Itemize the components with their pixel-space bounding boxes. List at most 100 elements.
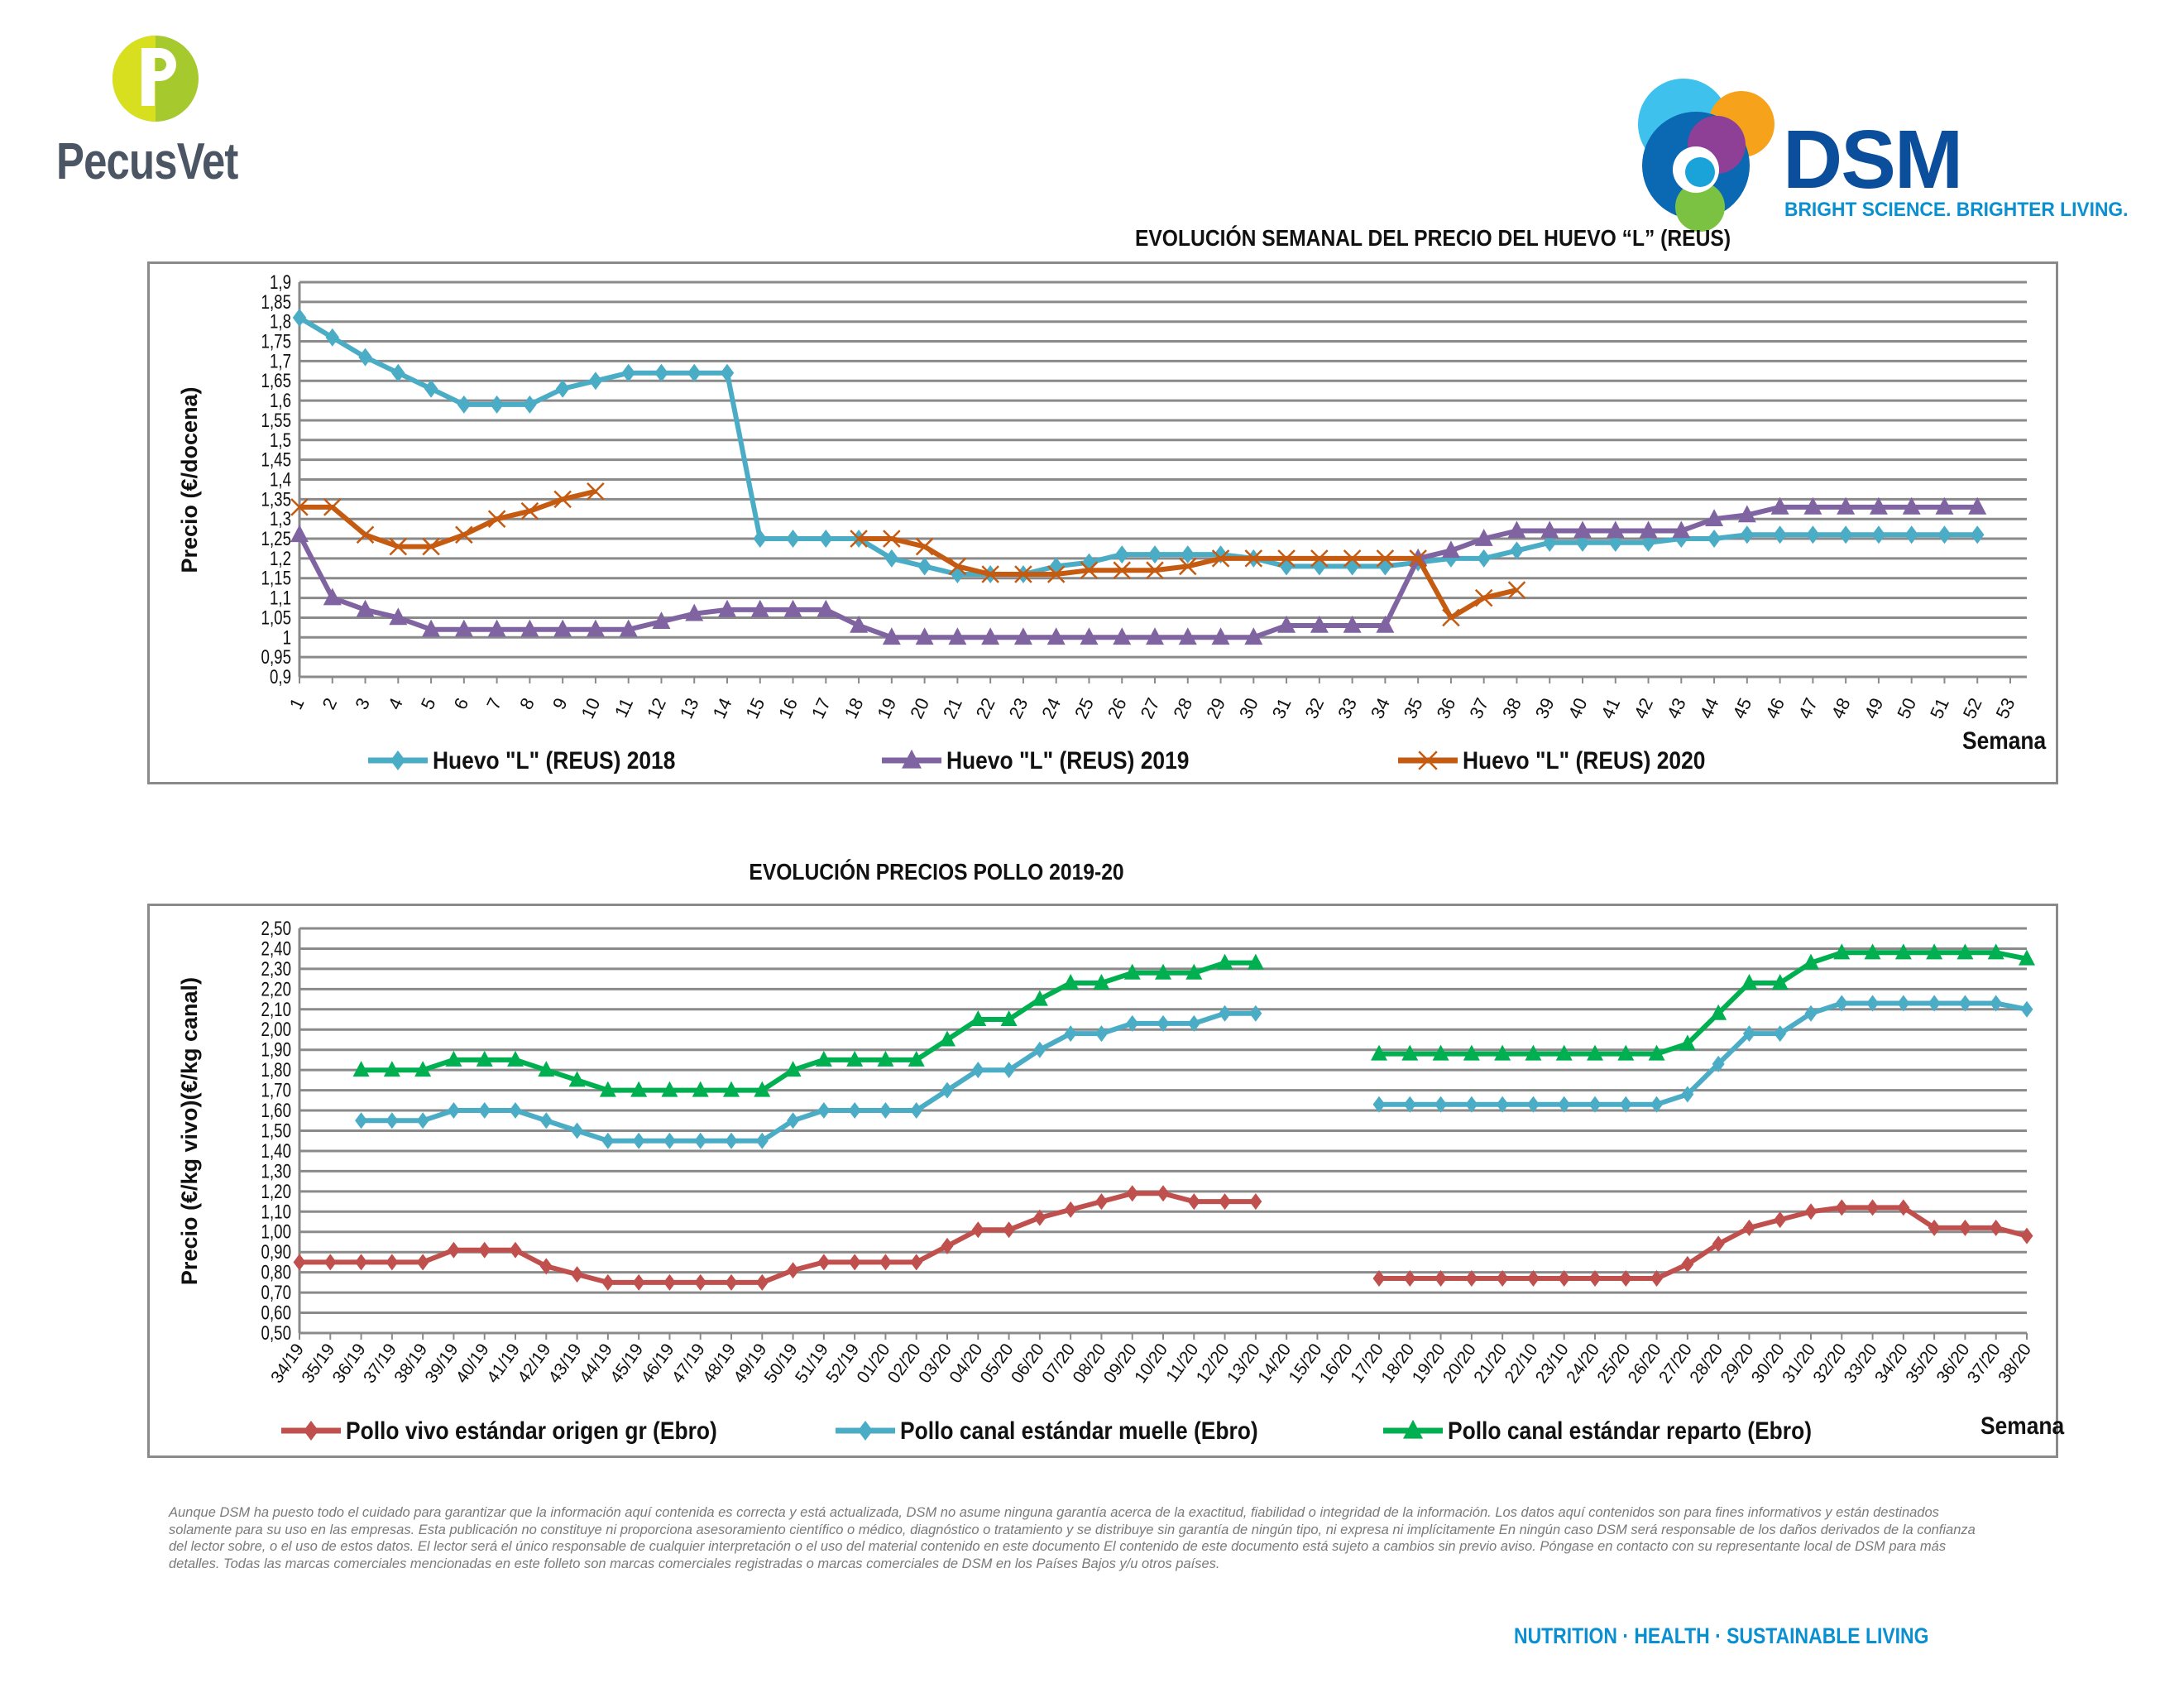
x-tick-label: 15/20	[1286, 1340, 1326, 1387]
x-tick-label: 50/19	[761, 1340, 802, 1387]
x-tick-label: 48	[1827, 695, 1855, 722]
dsm-logo: DSM BRIGHT SCIENCE. BRIGHTER LIVING.	[1617, 66, 2163, 240]
x-tick-label: 36/19	[329, 1340, 370, 1387]
data-point	[1835, 995, 1848, 1012]
data-point	[846, 1050, 864, 1067]
data-point	[718, 599, 736, 617]
data-point	[725, 1273, 738, 1291]
data-point	[1710, 1004, 1727, 1020]
data-point	[1542, 533, 1557, 552]
y-tick-label: 0,50	[261, 1322, 291, 1345]
data-point	[1013, 627, 1032, 645]
x-tick-label: 34/19	[267, 1340, 308, 1387]
data-point	[1465, 1269, 1478, 1287]
data-point	[1970, 525, 1985, 544]
y-tick-label: 2,40	[261, 938, 291, 960]
data-point	[553, 619, 572, 637]
data-point	[1376, 549, 1395, 568]
data-point	[981, 565, 999, 583]
y-tick-label: 1	[283, 626, 291, 649]
x-tick-label: 32	[1300, 695, 1328, 722]
x-tick-label: 1	[285, 695, 309, 713]
series-2	[355, 995, 2033, 1149]
x-tick-label: 34	[1367, 695, 1394, 722]
data-point	[1526, 1269, 1540, 1287]
x-tick-label: 39	[1531, 695, 1559, 722]
x-tick-label: 08/20	[1070, 1340, 1110, 1387]
data-point	[1465, 1096, 1478, 1113]
data-point	[685, 603, 704, 621]
legend-label: Huevo "L" (REUS) 2020	[1463, 746, 1705, 774]
data-point	[915, 537, 934, 556]
x-tick-label: 27	[1137, 695, 1164, 722]
y-tick-label: 1,60	[261, 1100, 291, 1122]
data-point	[1496, 1096, 1509, 1113]
data-point	[1244, 549, 1263, 568]
x-tick-label: 39/19	[422, 1340, 462, 1387]
data-point	[630, 1081, 648, 1097]
data-point	[1712, 1055, 1725, 1072]
data-point	[1155, 963, 1171, 980]
data-point	[587, 482, 605, 501]
legend-marker-icon	[304, 1421, 318, 1441]
data-point	[1803, 496, 1822, 515]
data-point	[1147, 545, 1162, 564]
data-point	[1838, 525, 1853, 544]
x-tick-label: 06/20	[1008, 1340, 1048, 1387]
y-tick-label: 1,25	[261, 528, 291, 550]
data-point	[981, 627, 1000, 645]
data-point	[487, 510, 506, 528]
y-tick-label: 1,80	[261, 1059, 291, 1081]
data-point	[1705, 509, 1724, 526]
data-point	[1803, 953, 1819, 970]
data-point	[1113, 561, 1132, 579]
data-point	[1804, 1203, 1818, 1220]
y-tick-label: 1,20	[261, 1181, 291, 1203]
series-line	[299, 1191, 2028, 1285]
data-point	[455, 525, 473, 544]
data-point	[520, 619, 539, 637]
x-tick-label: 23/10	[1532, 1340, 1573, 1387]
x-tick-label: 27/20	[1655, 1340, 1696, 1387]
data-point	[619, 619, 638, 637]
data-point	[1897, 1199, 1910, 1216]
data-point	[1894, 943, 1912, 960]
x-tick-label: 36	[1432, 695, 1459, 722]
data-point	[1771, 974, 1789, 990]
data-point	[783, 599, 802, 617]
data-point	[879, 1254, 892, 1271]
data-point	[817, 599, 836, 617]
y-tick-label: 1,15	[261, 568, 291, 590]
data-point	[971, 1062, 984, 1079]
y-tick-label: 1,30	[261, 1160, 291, 1182]
x-tick-label: 4	[384, 695, 407, 713]
x-tick-label: 31	[1268, 695, 1296, 722]
x-tick-label: 09/20	[1100, 1340, 1141, 1387]
legend-marker-icon	[1418, 750, 1438, 770]
data-point	[1157, 1014, 1170, 1032]
data-point	[2020, 1227, 2033, 1244]
data-point	[908, 1050, 925, 1067]
data-point	[1641, 533, 1655, 552]
legend-marker-icon	[858, 1421, 873, 1441]
x-tick-label: 04/20	[946, 1340, 986, 1387]
x-tick-label: 13	[676, 695, 703, 722]
data-point	[1094, 1193, 1108, 1211]
data-point	[571, 1266, 584, 1283]
data-point	[1928, 1219, 1941, 1236]
x-tick-label: 26/20	[1625, 1340, 1665, 1387]
x-tick-label: 11	[611, 695, 637, 721]
data-point	[1742, 1025, 1755, 1043]
y-axis-title: Precio (€/docena)	[177, 386, 202, 573]
data-point	[750, 599, 769, 617]
data-point	[661, 1081, 678, 1097]
x-tick-label: 14/20	[1254, 1340, 1295, 1387]
data-point	[1558, 1096, 1571, 1113]
data-point	[941, 1081, 954, 1099]
data-point	[1904, 525, 1918, 544]
dsm-swirl-icon	[1638, 79, 1774, 232]
data-point	[416, 1112, 429, 1129]
x-tick-label: 21	[939, 695, 966, 722]
y-tick-label: 1,00	[261, 1221, 291, 1244]
pecusvet-p-icon	[113, 36, 199, 122]
